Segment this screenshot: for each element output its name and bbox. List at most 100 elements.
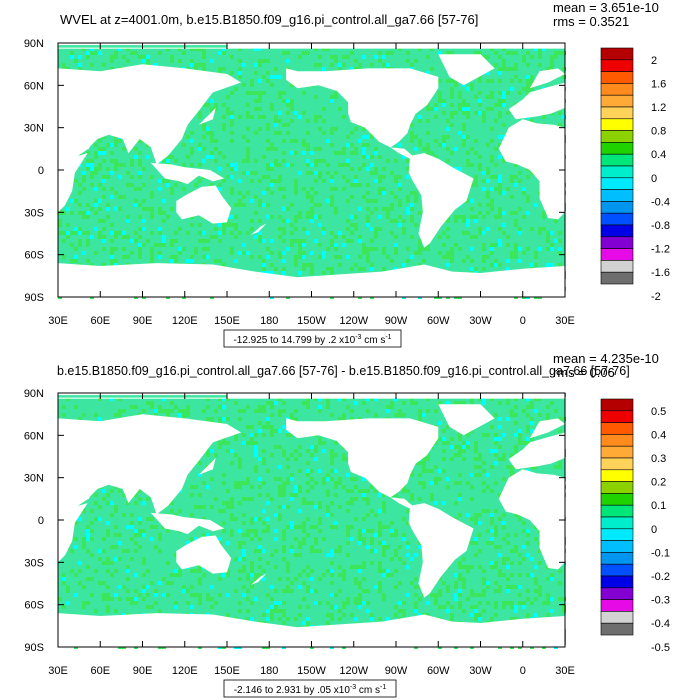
colorbar-swatch	[600, 504, 634, 518]
colorbar-label: -0.4	[651, 618, 670, 630]
x-tick-label: 120E	[172, 315, 198, 327]
y-tick-label: 0	[38, 515, 44, 527]
range-box	[223, 679, 397, 698]
mean-value: mean = 3.651e-10	[553, 0, 659, 15]
colorbar-swatch	[600, 106, 634, 120]
colorbar-label: 0.4	[651, 429, 666, 441]
x-tick-label: 90W	[385, 315, 408, 327]
x-tick-label: 150W	[297, 665, 326, 677]
range-main: -2.146 to 2.931 by .05 x10	[234, 685, 351, 696]
landmass	[58, 263, 565, 297]
colorbar-label: -0.2	[651, 571, 670, 583]
range-units-exponent: -1	[385, 334, 391, 341]
x-tick-label: 180	[260, 315, 278, 327]
landmass	[408, 503, 474, 598]
land-mask	[58, 404, 565, 647]
x-tick-label: 90E	[133, 665, 153, 677]
x-tick-label: 90E	[133, 315, 153, 327]
colorbar-swatch	[600, 212, 634, 226]
landmass	[438, 54, 495, 86]
y-tick-label: 60N	[24, 80, 44, 92]
x-tick-label: 30E	[555, 665, 575, 677]
colorbar-swatch	[600, 118, 634, 131]
landmass	[72, 127, 95, 154]
land-mask	[58, 54, 565, 297]
x-tick-label: 120W	[339, 665, 368, 677]
colorbar-swatch	[600, 153, 634, 167]
landmass	[498, 119, 565, 220]
colorbar-swatch	[600, 271, 634, 285]
x-tick-label: 0	[520, 665, 526, 677]
colorbar-swatch	[600, 59, 634, 72]
rms-value: rms = 0.3521	[553, 14, 629, 29]
chart-title: WVEL at z=4001.0m, b.e15.B1850.f09_g16.p…	[60, 12, 478, 27]
range-main: -12.925 to 14.799 by .2 x10	[233, 335, 355, 346]
colorbar-swatch	[600, 457, 634, 471]
colorbar-label: 0.8	[651, 126, 666, 138]
colorbar-swatch	[600, 398, 634, 412]
colorbar-swatch	[600, 165, 634, 179]
range-units: cm s	[356, 685, 380, 696]
landmass	[176, 535, 232, 574]
x-tick-label: 120E	[172, 665, 198, 677]
colorbar-swatch	[600, 575, 634, 589]
colorbar-label: -0.3	[651, 595, 670, 607]
colorbar-swatch	[600, 445, 634, 459]
colorbar-swatch	[600, 422, 634, 435]
range-text: -12.925 to 14.799 by .2 x10-3 cm s-1	[233, 334, 391, 346]
y-tick-label: 0	[38, 165, 44, 177]
landmass	[250, 223, 267, 235]
colorbar-swatch	[600, 142, 634, 155]
x-tick-label: 150E	[214, 315, 240, 327]
colorbar-label: -0.4	[651, 196, 670, 208]
landmass	[390, 147, 415, 159]
colorbar-swatch	[600, 260, 634, 273]
colorbar-label: -0.1	[651, 547, 670, 559]
colorbar-swatch	[600, 599, 634, 612]
range-units: cm s	[361, 335, 385, 346]
y-tick-label: 90S	[24, 292, 44, 304]
landmass	[150, 162, 225, 185]
x-tick-label: 30E	[48, 315, 68, 327]
y-tick-label: 90S	[24, 642, 44, 654]
colorbar-swatch	[600, 236, 634, 249]
y-tick-label: 60N	[24, 430, 44, 442]
colorbar-swatch	[600, 410, 634, 423]
landmass	[508, 432, 565, 470]
landmass	[438, 404, 495, 436]
x-tick-label: 60E	[90, 665, 110, 677]
colorbar-swatch	[600, 177, 634, 190]
colorbar-swatch	[600, 224, 634, 238]
landmass	[408, 153, 474, 248]
y-tick-label: 90N	[24, 388, 44, 400]
x-tick-label: 30W	[469, 315, 492, 327]
landmass	[176, 185, 232, 224]
colorbar-label: 0.1	[651, 500, 666, 512]
colorbar-swatch	[600, 622, 634, 636]
x-tick-label: 150E	[214, 665, 240, 677]
y-tick-label: 30N	[24, 123, 44, 135]
colorbar-label: 0	[651, 524, 657, 536]
colorbar-label: -1.6	[651, 267, 670, 279]
y-tick-label: 60S	[24, 600, 44, 612]
colorbar-label: -2	[651, 291, 661, 303]
colorbar-swatch	[600, 481, 634, 494]
landmass	[250, 573, 267, 585]
x-tick-label: 120W	[339, 315, 368, 327]
landmass	[58, 414, 242, 563]
colorbar-swatch	[600, 47, 634, 61]
colorbar-label: -0.5	[651, 642, 670, 654]
range-exponent: -3	[355, 334, 361, 341]
colorbar-swatch	[600, 201, 634, 214]
landmass	[72, 477, 95, 504]
colorbar-label: 1.6	[651, 78, 666, 90]
y-tick-label: 30N	[24, 473, 44, 485]
colorbar-swatch	[600, 83, 634, 96]
x-tick-label: 90W	[385, 665, 408, 677]
landmass	[529, 418, 565, 439]
range-box	[223, 329, 402, 348]
colorbar-swatch	[600, 434, 634, 447]
x-tick-label: 60E	[90, 315, 110, 327]
mean-value: mean = 4.235e-10	[553, 351, 659, 366]
